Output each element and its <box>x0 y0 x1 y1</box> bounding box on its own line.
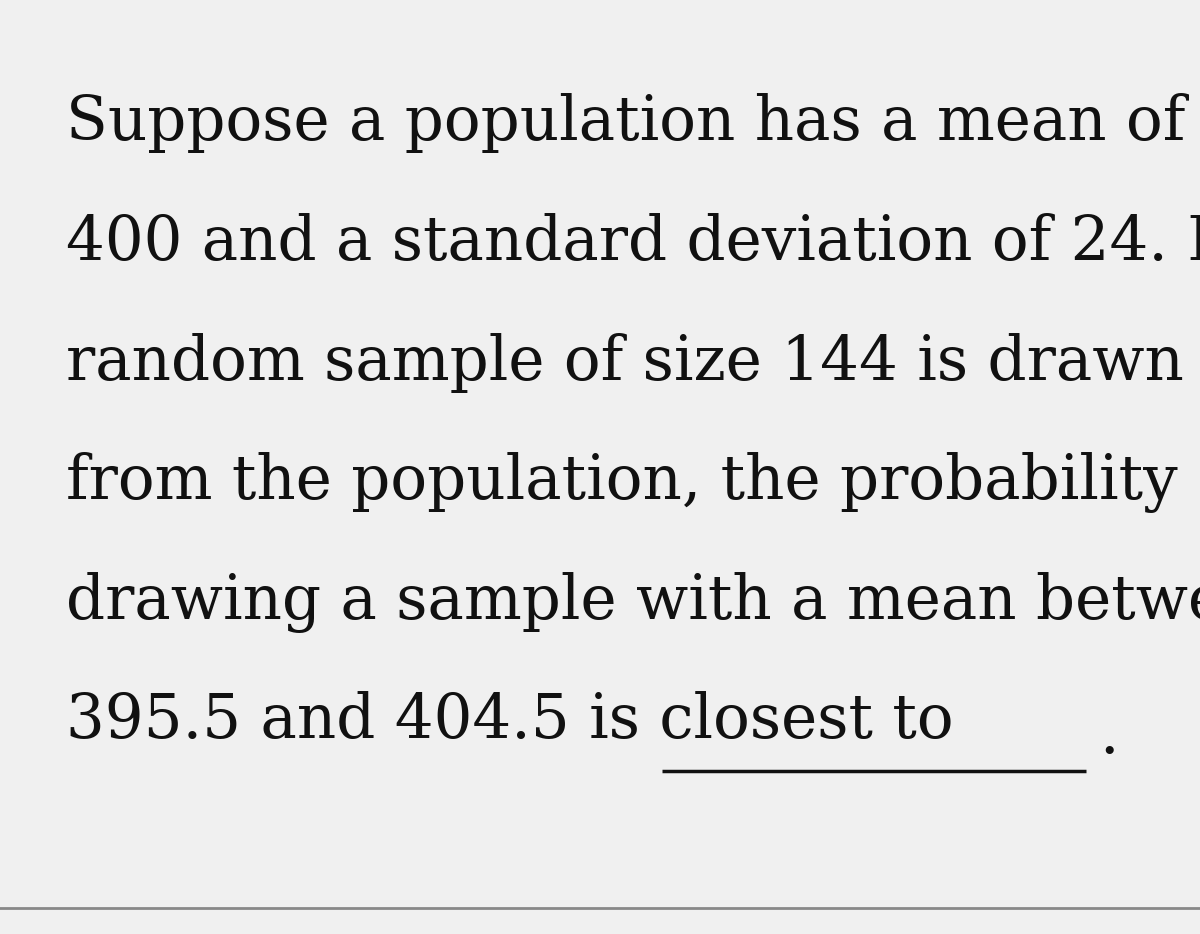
Text: from the population, the probability of: from the population, the probability of <box>66 452 1200 513</box>
Text: .: . <box>1099 706 1118 766</box>
Text: 400 and a standard deviation of 24. If a: 400 and a standard deviation of 24. If a <box>66 213 1200 273</box>
Text: drawing a sample with a mean between: drawing a sample with a mean between <box>66 572 1200 632</box>
Text: Suppose a population has a mean of: Suppose a population has a mean of <box>66 93 1186 153</box>
Text: 395.5 and 404.5 is closest to: 395.5 and 404.5 is closest to <box>66 691 954 751</box>
Text: random sample of size 144 is drawn: random sample of size 144 is drawn <box>66 333 1184 392</box>
